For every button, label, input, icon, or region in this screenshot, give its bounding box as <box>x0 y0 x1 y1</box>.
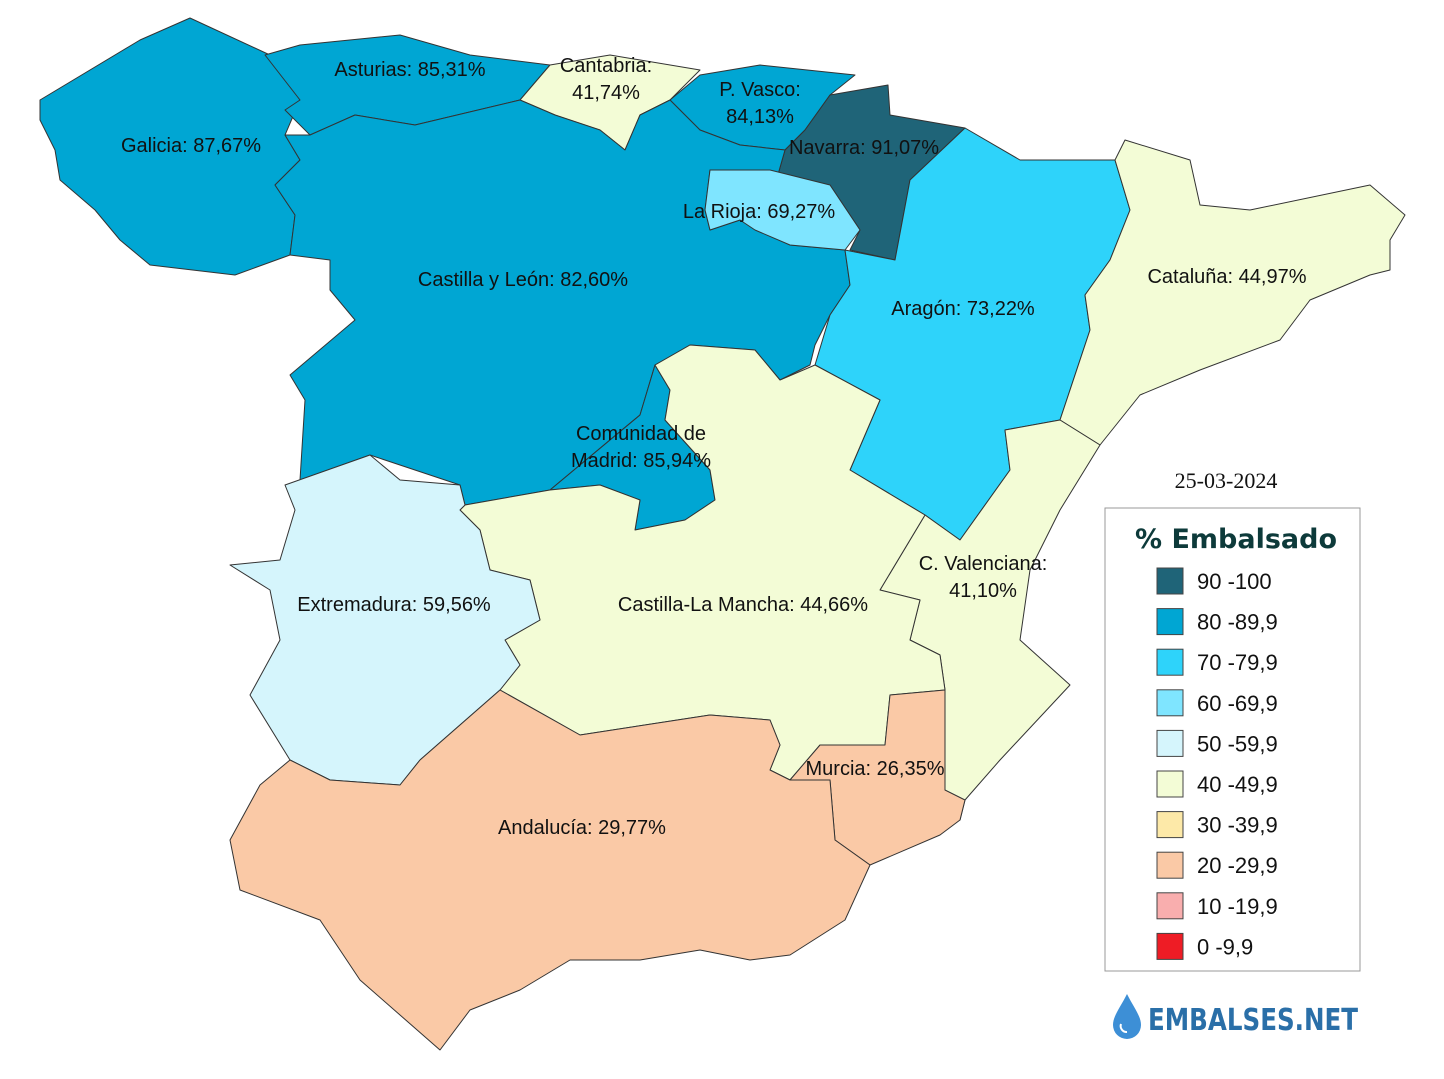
region-label-line: Aragón: 73,22% <box>891 298 1035 320</box>
region-label: Asturias: 85,31% <box>334 59 485 81</box>
legend-swatch <box>1156 932 1184 960</box>
legend-box <box>1104 507 1361 972</box>
region-la-rioja <box>704 169 861 251</box>
legend-swatch <box>1156 689 1184 717</box>
legend-label: 60 -69,9 <box>1197 691 1278 716</box>
legend-swatch <box>1156 770 1184 798</box>
legend-swatch <box>1156 729 1184 757</box>
legend: % Embalsado 90 -100 80 -89,9 70 -79,9 60 -6… <box>1104 507 1361 972</box>
legend-swatch <box>1156 811 1184 839</box>
region-label: Cataluña: 44,97% <box>1147 266 1306 288</box>
legend-label: 0 -9,9 <box>1197 934 1253 959</box>
legend-title: % Embalsado <box>1135 524 1337 555</box>
logo-drop-shine <box>1119 1023 1128 1033</box>
legend-label: 50 -59,9 <box>1197 731 1278 756</box>
region-label: Andalucía: 29,77% <box>498 817 666 839</box>
region-extremadura <box>229 454 541 786</box>
region-label-line: Galicia: 87,67% <box>121 135 261 157</box>
region-label: Castilla-La Mancha: 44,66% <box>618 594 868 616</box>
logo-text: EMBALSES.NET <box>1148 1003 1358 1038</box>
legend-swatch <box>1156 608 1184 636</box>
region-label: La Rioja: 69,27% <box>683 201 836 223</box>
region-label-line: 41,74% <box>572 82 640 104</box>
region-label-line: Asturias: 85,31% <box>334 59 485 81</box>
logo: EMBALSES.NET <box>1113 994 1358 1039</box>
region-label-line: Madrid: 85,94% <box>571 450 711 472</box>
region-label-line: Andalucía: 29,77% <box>498 817 666 839</box>
region-andalucia <box>229 689 871 1051</box>
region-label-line: C. Valenciana: <box>919 553 1048 575</box>
region-label-line: Castilla y León: 82,60% <box>418 269 628 291</box>
regions <box>39 17 1406 1051</box>
legend-label: 30 -39,9 <box>1197 813 1278 838</box>
region-label-line: Cantabria: <box>560 55 652 77</box>
region-label-line: La Rioja: 69,27% <box>683 201 836 223</box>
legend-label: 20 -29,9 <box>1197 853 1278 878</box>
legend-swatch <box>1156 892 1184 920</box>
region-label-line: Cataluña: 44,97% <box>1147 266 1306 288</box>
region-label: Extremadura: 59,56% <box>297 594 491 616</box>
region-label: Navarra: 91,07% <box>789 137 939 159</box>
region-label: Aragón: 73,22% <box>891 298 1035 320</box>
region-label-line: Comunidad de <box>576 423 706 445</box>
region-label-line: Murcia: 26,35% <box>806 758 945 780</box>
legend-label: 80 -89,9 <box>1197 610 1278 635</box>
legend-label: 70 -79,9 <box>1197 650 1278 675</box>
region-label-line: P. Vasco: <box>719 79 801 101</box>
legend-label: 40 -49,9 <box>1197 772 1278 797</box>
region-castilla-y-leon <box>274 99 851 506</box>
region-labels: Galicia: 87,67% Asturias: 85,31% Cantabria… <box>121 55 1307 839</box>
region-label-line: Extremadura: 59,56% <box>297 594 491 616</box>
legend-label: 90 -100 <box>1197 569 1272 594</box>
region-label: Cantabria: 41,74% <box>560 55 652 104</box>
region-label: Murcia: 26,35% <box>806 758 945 780</box>
region-label: Castilla y León: 82,60% <box>418 269 628 291</box>
legend-label: 10 -19,9 <box>1197 894 1278 919</box>
region-cataluna <box>1059 139 1406 446</box>
date: 25-03-2024 <box>1175 468 1278 493</box>
legend-swatch <box>1156 567 1184 595</box>
region-label-line: 84,13% <box>726 106 794 128</box>
region-label-line: 41,10% <box>949 580 1017 602</box>
region-label: Galicia: 87,67% <box>121 135 261 157</box>
legend-swatch <box>1156 851 1184 879</box>
region-label-line: Navarra: 91,07% <box>789 137 939 159</box>
region-label: Comunidad de Madrid: 85,94% <box>571 423 711 472</box>
legend-swatch <box>1156 648 1184 676</box>
region-label: C. Valenciana: 41,10% <box>919 553 1048 602</box>
region-label-line: Castilla-La Mancha: 44,66% <box>618 594 868 616</box>
region-label: P. Vasco: 84,13% <box>719 79 801 128</box>
